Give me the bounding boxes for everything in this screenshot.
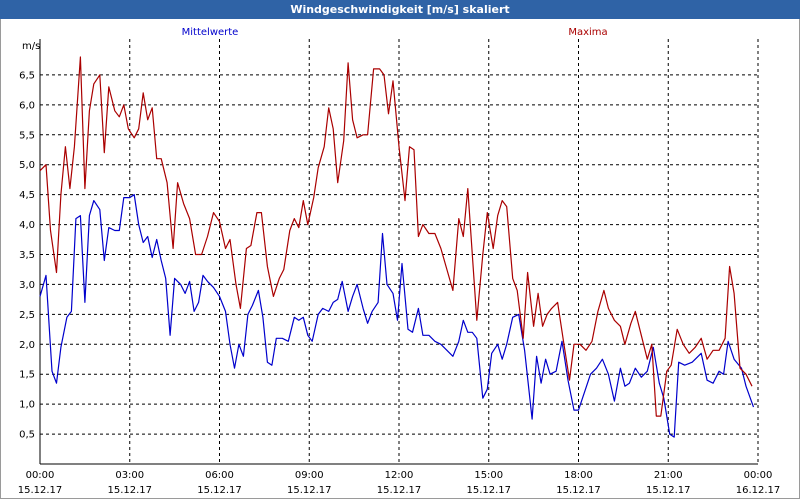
- x-tick-time-label: 12:00: [385, 470, 414, 481]
- y-tick-label: 3,5: [19, 250, 35, 261]
- x-tick-date-label: 15.12.17: [287, 485, 332, 496]
- x-tick-date-label: 15.12.17: [197, 485, 242, 496]
- x-tick-date-label: 15.12.17: [466, 485, 511, 496]
- x-tick-date-label: 15.12.17: [107, 485, 152, 496]
- x-tick-date-label: 15.12.17: [18, 485, 63, 496]
- y-tick-label: 5,5: [19, 130, 35, 141]
- y-tick-label: 3,0: [19, 280, 35, 291]
- y-axis-label: m/s: [22, 41, 40, 52]
- x-tick-time-label: 21:00: [654, 470, 683, 481]
- y-tick-label: 1,0: [19, 400, 35, 411]
- y-tick-label: 4,5: [19, 190, 35, 201]
- x-tick-date-label: 15.12.17: [377, 485, 422, 496]
- series-line-mittelwerte: [39, 194, 755, 438]
- x-tick-date-label: 15.12.17: [646, 485, 691, 496]
- y-tick-label: 0,5: [19, 430, 35, 441]
- y-tick-label: 6,0: [19, 100, 35, 111]
- x-tick-time-label: 00:00: [26, 470, 55, 481]
- x-tick-time-label: 09:00: [295, 470, 324, 481]
- x-tick-time-label: 15:00: [474, 470, 503, 481]
- y-tick-label: 2,0: [19, 340, 35, 351]
- y-tick-label: 5,0: [19, 160, 35, 171]
- legend-label-mittelwerte: Mittelwerte: [182, 27, 239, 38]
- y-tick-label: 6,5: [19, 70, 35, 81]
- x-tick-time-label: 06:00: [205, 470, 234, 481]
- x-tick-date-label: 15.12.17: [556, 485, 601, 496]
- y-tick-label: 4,0: [19, 220, 35, 231]
- chart-title: Windgeschwindigkeit [m/s] skaliert: [0, 0, 800, 19]
- series-line-maxima: [39, 56, 753, 417]
- y-tick-label: 2,5: [19, 310, 35, 321]
- x-tick-time-label: 03:00: [115, 470, 144, 481]
- x-tick-time-label: 18:00: [564, 470, 593, 481]
- x-tick-date-label: 16.12.17: [736, 485, 781, 496]
- x-tick-time-label: 00:00: [744, 470, 773, 481]
- legend-label-maxima: Maxima: [568, 27, 607, 38]
- y-tick-label: 1,5: [19, 370, 35, 381]
